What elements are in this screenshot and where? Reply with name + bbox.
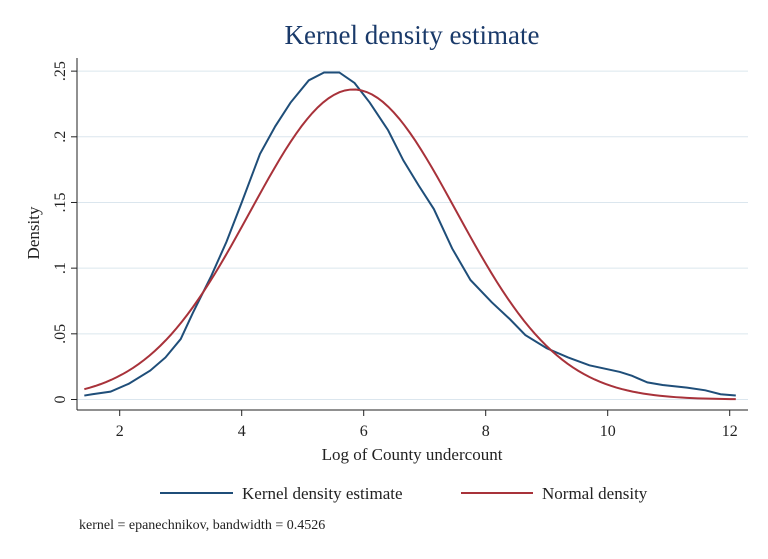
y-tick-label: .1 — [52, 262, 69, 274]
x-tick-label: 10 — [600, 423, 616, 440]
y-tick-label: 0 — [52, 395, 69, 403]
x-tick-label: 6 — [360, 423, 368, 440]
x-axis-title: Log of County undercount — [322, 445, 503, 464]
y-tick-label: .05 — [52, 324, 69, 344]
y-tick-label: .2 — [52, 131, 69, 143]
legend-label-normal: Normal density — [542, 484, 648, 503]
plot-series — [84, 71, 736, 401]
axes — [71, 58, 748, 416]
legend: Kernel density estimate Normal density — [160, 484, 648, 503]
chart-title: Kernel density estimate — [285, 20, 540, 50]
series-line-kde — [84, 71, 736, 397]
y-tick-label: .15 — [52, 192, 69, 212]
x-tick-label: 12 — [722, 423, 738, 440]
y-axis-title: Density — [24, 206, 43, 259]
series-line-normal — [84, 88, 736, 401]
bandwidth-note: kernel = epanechnikov, bandwidth = 0.452… — [79, 518, 325, 533]
tick-labels: 0 .05 .1 .15 .2 .25 2 4 6 8 10 12 — [52, 61, 738, 440]
grid-lines — [77, 70, 748, 400]
legend-label-kde: Kernel density estimate — [242, 484, 403, 503]
y-tick-label: .25 — [52, 61, 69, 81]
x-tick-label: 4 — [238, 423, 246, 440]
x-tick-label: 8 — [482, 423, 490, 440]
x-tick-label: 2 — [116, 423, 124, 440]
